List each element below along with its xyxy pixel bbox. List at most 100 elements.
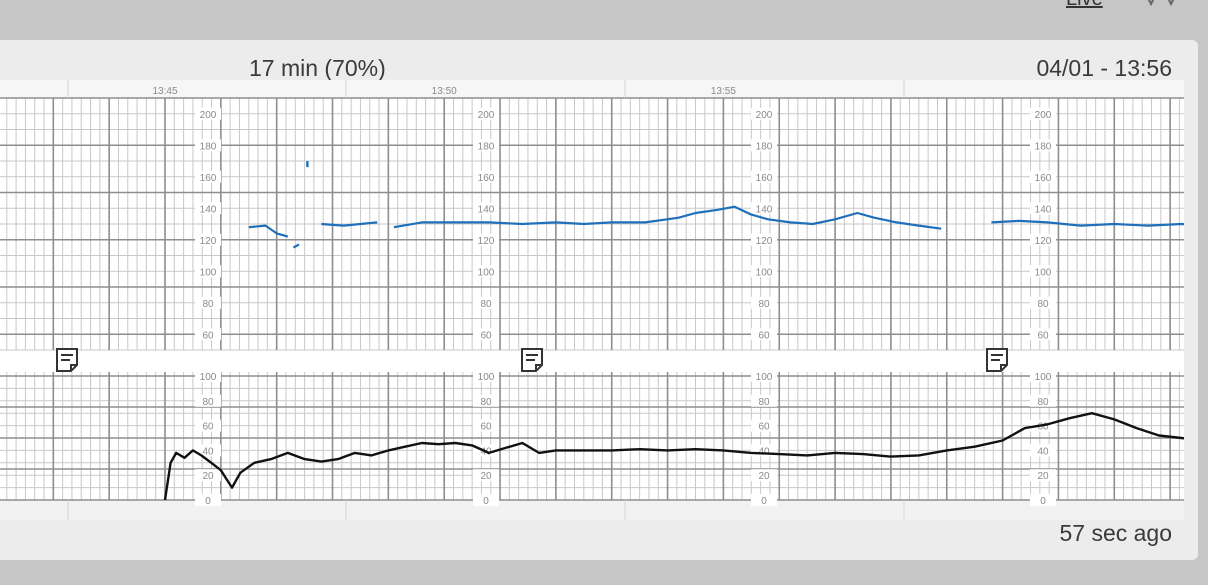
toco-tick-bg [195, 469, 221, 482]
fhr-y-tick-label: 100 [478, 267, 495, 278]
bottom-band [0, 500, 1184, 520]
toco-tick-bg [473, 370, 499, 382]
toco-y-tick-label: 0 [483, 496, 489, 507]
toco-y-tick-label: 100 [756, 372, 773, 383]
toco-tick-bg [473, 469, 499, 482]
toco-tick-bg [1030, 469, 1056, 482]
toco-tick-bg [473, 494, 499, 506]
fhr-tick-bg [751, 139, 777, 152]
fhr-tick-bg [195, 170, 221, 183]
toco-tick-bg [195, 494, 221, 506]
fhr-y-tick-label: 140 [478, 204, 495, 215]
toco-tick-bg [1030, 494, 1056, 506]
fhr-y-tick-label: 200 [478, 110, 495, 121]
toco-tick-bg [195, 444, 221, 457]
expand-icon[interactable] [1143, 0, 1183, 8]
toco-tick-bg [751, 494, 777, 506]
toco-y-tick-label: 0 [1040, 496, 1046, 507]
fhr-tick-bg [1030, 296, 1056, 309]
fhr-y-tick-label: 200 [1035, 110, 1052, 121]
fhr-tick-bg [195, 328, 221, 341]
fhr-y-tick-label: 80 [202, 299, 214, 310]
note-icon[interactable] [521, 348, 543, 372]
fhr-y-tick-label: 80 [1037, 299, 1049, 310]
fhr-y-tick-label: 180 [1035, 141, 1052, 152]
toco-y-tick-label: 80 [480, 397, 492, 408]
note-icon[interactable] [56, 348, 78, 372]
toco-y-tick-label: 80 [1037, 397, 1049, 408]
fhr-y-tick-label: 100 [200, 267, 217, 278]
toco-y-tick-label: 0 [761, 496, 767, 507]
fhr-tick-bg [1030, 139, 1056, 152]
fhr-tick-bg [195, 265, 221, 278]
fhr-tick-bg [473, 170, 499, 183]
fhr-tick-bg [473, 139, 499, 152]
time-tick-label: 13:45 [152, 86, 177, 97]
toco-tick-bg [751, 419, 777, 432]
toco-tick-bg [195, 394, 221, 407]
fhr-y-tick-label: 160 [200, 173, 217, 184]
fhr-tick-bg [751, 202, 777, 215]
fhr-y-tick-label: 100 [756, 267, 773, 278]
live-link[interactable]: Live [1066, 0, 1103, 11]
fhr-trace-segment [292, 243, 300, 249]
fhr-tick-bg [751, 296, 777, 309]
timestamp-label: 04/01 - 13:56 [1036, 55, 1172, 81]
fhr-tick-bg [1030, 233, 1056, 246]
toco-y-tick-label: 40 [1037, 446, 1049, 457]
toco-y-tick-label: 80 [758, 397, 770, 408]
toco-y-tick-label: 60 [480, 422, 492, 433]
toco-tick-bg [473, 394, 499, 407]
time-axis-band [0, 80, 1184, 98]
fhr-y-tick-label: 60 [758, 330, 770, 341]
fhr-y-tick-label: 180 [200, 141, 217, 152]
toco-tick-bg [1030, 370, 1056, 382]
fhr-tick-bg [473, 296, 499, 309]
fhr-y-tick-label: 80 [480, 299, 492, 310]
fhr-tick-bg [751, 265, 777, 278]
fhr-y-tick-label: 120 [478, 236, 495, 247]
fhr-y-tick-label: 160 [478, 173, 495, 184]
toco-tick-bg [1030, 444, 1056, 457]
toco-y-tick-label: 20 [480, 471, 492, 482]
fhr-tick-bg [195, 233, 221, 246]
fhr-y-tick-label: 60 [202, 330, 214, 341]
time-tick-label: 13:55 [711, 86, 736, 97]
fhr-y-tick-label: 160 [756, 173, 773, 184]
fhr-y-tick-label: 120 [756, 236, 773, 247]
toco-y-tick-label: 40 [202, 446, 214, 457]
note-icon[interactable] [986, 348, 1008, 372]
toco-y-tick-label: 100 [1035, 372, 1052, 383]
toco-tick-bg [1030, 394, 1056, 407]
fhr-y-tick-label: 120 [200, 236, 217, 247]
fhr-tick-bg [751, 233, 777, 246]
fhr-y-tick-label: 180 [478, 141, 495, 152]
fhr-tick-bg [195, 202, 221, 215]
fhr-tick-bg [473, 265, 499, 278]
duration-signal-label: 17 min (70%) [249, 55, 386, 81]
fhr-y-tick-label: 200 [756, 110, 773, 121]
toco-tick-bg [195, 370, 221, 382]
fhr-tick-bg [1030, 107, 1056, 120]
last-update-label: 57 sec ago [1059, 520, 1172, 546]
time-tick-label: 13:50 [432, 86, 457, 97]
toco-y-tick-label: 20 [758, 471, 770, 482]
toco-y-tick-label: 40 [758, 446, 770, 457]
fhr-y-tick-label: 160 [1035, 173, 1052, 184]
annotation-band [0, 350, 1184, 372]
fhr-y-tick-label: 80 [758, 299, 770, 310]
fhr-tick-bg [1030, 328, 1056, 341]
toco-y-tick-label: 100 [200, 372, 217, 383]
fhr-y-tick-label: 60 [480, 330, 492, 341]
fhr-tick-bg [195, 296, 221, 309]
fhr-y-tick-label: 180 [756, 141, 773, 152]
fhr-tick-bg [1030, 265, 1056, 278]
fhr-y-tick-label: 140 [200, 204, 217, 215]
fhr-trace-segment [991, 219, 1184, 227]
fhr-trace-segment [393, 205, 942, 230]
fhr-tick-bg [1030, 170, 1056, 183]
fhr-y-tick-label: 140 [1035, 204, 1052, 215]
fhr-tick-bg [473, 328, 499, 341]
toco-tick-bg [751, 394, 777, 407]
fhr-tick-bg [751, 170, 777, 183]
